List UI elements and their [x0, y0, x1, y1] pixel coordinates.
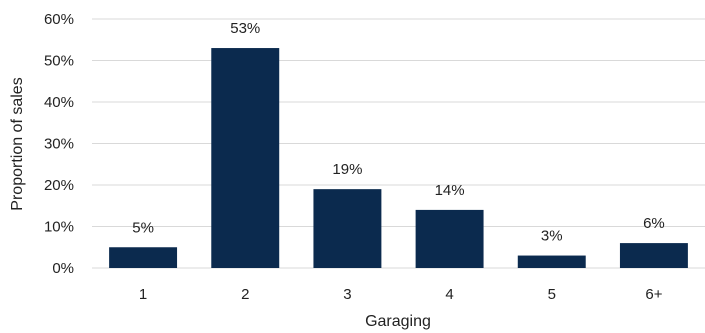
data-label: 6%: [643, 215, 665, 232]
data-label: 19%: [332, 161, 362, 178]
x-axis-title: Garaging: [365, 313, 431, 330]
data-label: 53%: [230, 20, 260, 37]
data-label: 5%: [132, 219, 154, 236]
gridlines: [92, 18, 705, 269]
bar-1: [109, 247, 178, 268]
y-tick-label: 0%: [52, 260, 74, 277]
y-tick-label: 10%: [44, 219, 74, 236]
data-label: 14%: [435, 182, 465, 199]
y-tick-label: 20%: [44, 177, 74, 194]
data-labels: 5% 53% 19% 14% 3% 6%: [132, 20, 665, 245]
x-tick-label: 4: [445, 286, 453, 303]
bar-5: [517, 255, 586, 268]
bar-6+: [619, 243, 688, 268]
x-axis-ticks: 1 2 3 4 5 6+: [139, 286, 663, 303]
y-axis-ticks: 0% 10% 20% 30% 40% 50% 60%: [44, 11, 74, 277]
bar-2: [211, 48, 280, 268]
x-tick-label: 2: [241, 286, 249, 303]
bars: [109, 48, 688, 268]
x-tick-label: 1: [139, 286, 147, 303]
bar-3: [313, 189, 382, 268]
x-tick-label: 5: [548, 286, 556, 303]
bar-4: [415, 209, 484, 268]
y-tick-label: 30%: [44, 136, 74, 153]
x-tick-label: 6+: [645, 286, 662, 303]
y-axis-title: Proportion of sales: [9, 77, 26, 210]
x-tick-label: 3: [343, 286, 351, 303]
y-tick-label: 60%: [44, 11, 74, 28]
y-tick-label: 50%: [44, 53, 74, 70]
y-tick-label: 40%: [44, 94, 74, 111]
data-label: 3%: [541, 228, 563, 245]
